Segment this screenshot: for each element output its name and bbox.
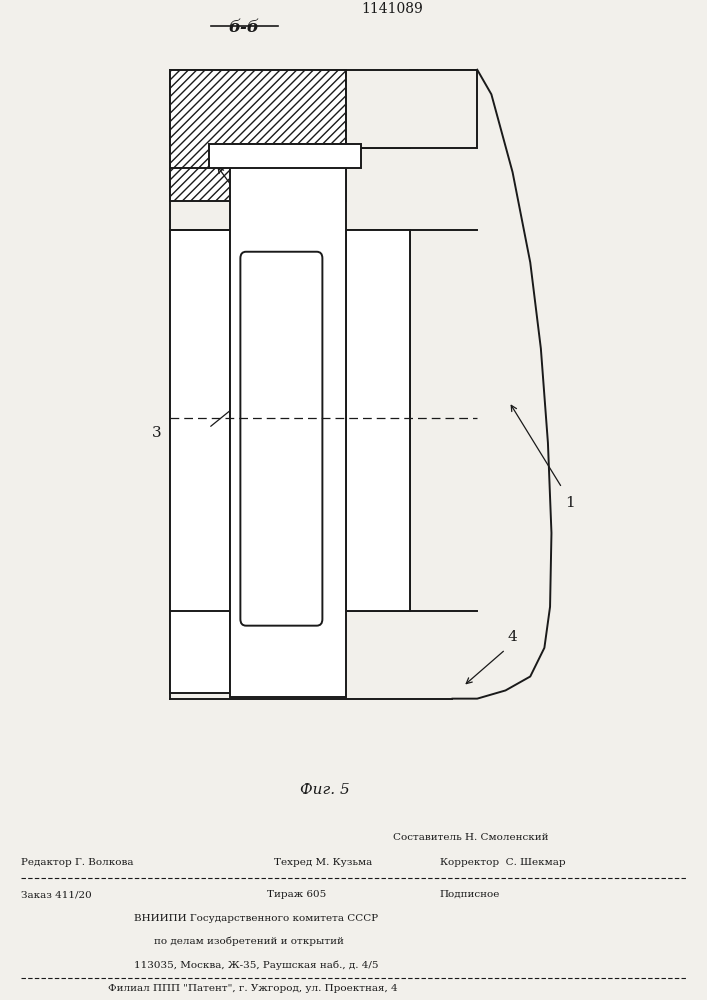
Text: 3: 3 [152,426,162,440]
Bar [346,230,410,611]
Text: 1: 1 [566,496,575,510]
Text: 113035, Москва, Ж-35, Раушская наб., д. 4/5: 113035, Москва, Ж-35, Раушская наб., д. … [134,960,379,970]
Text: Подписное: Подписное [440,890,501,899]
Text: Составитель Н. Смоленский: Составитель Н. Смоленский [393,833,549,842]
Bar [209,143,361,168]
Text: Редактор Г. Волкова: Редактор Г. Волкова [21,858,134,867]
Bar [230,143,346,697]
Text: Заказ 411/20: Заказ 411/20 [21,890,92,899]
Text: 4: 4 [508,630,518,644]
Text: по делам изобретений и открытий: по делам изобретений и открытий [154,937,344,946]
Bar [170,230,230,693]
Text: 2: 2 [258,223,268,237]
Text: Корректор  С. Шекмар: Корректор С. Шекмар [440,858,566,867]
Bar [346,70,477,148]
Text: Техред М. Кузьма: Техред М. Кузьма [274,858,372,867]
Text: Фиг. 5: Фиг. 5 [300,783,350,797]
Text: б-б: б-б [228,19,259,36]
FancyBboxPatch shape [240,252,322,626]
Text: ВНИИПИ Государственного комитета СССР: ВНИИПИ Государственного комитета СССР [134,914,378,923]
Text: Филиал ППП "Патент", г. Ужгород, ул. Проектная, 4: Филиал ППП "Патент", г. Ужгород, ул. Про… [107,984,397,993]
Bar [170,70,346,201]
Text: Тираж 605: Тираж 605 [267,890,327,899]
Text: 1141089: 1141089 [361,2,423,16]
